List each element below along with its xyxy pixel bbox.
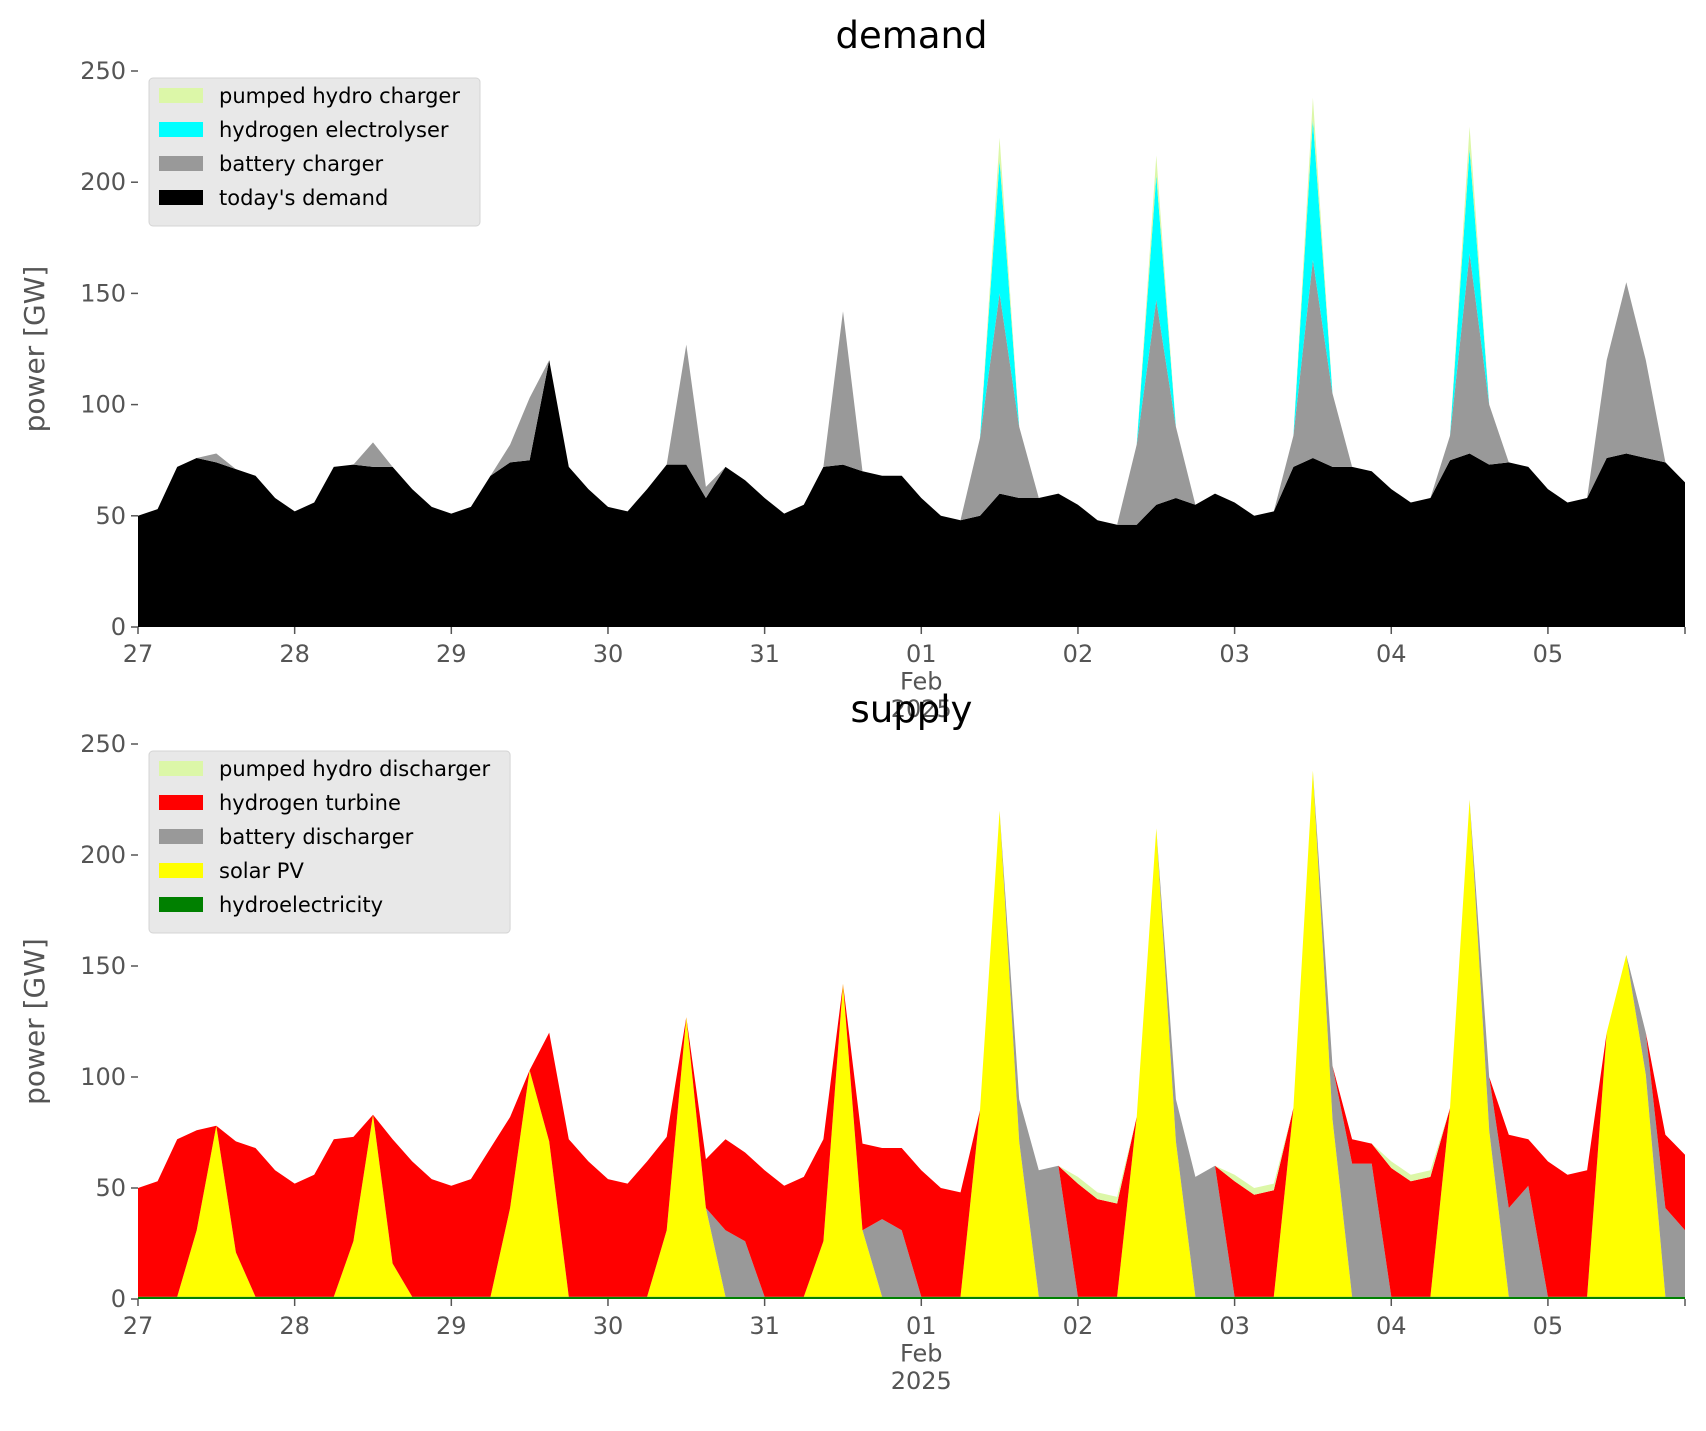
y-tick-label: 150 xyxy=(80,279,126,307)
chart-title: demand xyxy=(836,14,988,57)
legend: pumped hydro charger hydrogen electrolyse… xyxy=(148,77,481,227)
legend-label: solar PV xyxy=(219,859,304,883)
area xyxy=(138,770,1685,1297)
x-tick-label: 03 xyxy=(1219,640,1250,668)
y-tick-label: 100 xyxy=(80,391,126,419)
y-axis-label: power [GW] xyxy=(18,266,51,433)
y-tick-label: 100 xyxy=(80,1063,126,1091)
area xyxy=(138,770,1685,1297)
y-tick-label: 200 xyxy=(80,841,126,869)
legend-label: battery charger xyxy=(219,152,384,176)
legend-swatch xyxy=(159,190,203,205)
x-tick-label: 01 Feb 2025 xyxy=(891,1312,952,1395)
x-tick-label: 27 xyxy=(123,1312,154,1340)
y-tick-label: 250 xyxy=(80,57,126,85)
x-tick-label: 31 xyxy=(749,640,780,668)
x-tick-label: 04 xyxy=(1376,1312,1407,1340)
x-tick-label: 30 xyxy=(593,1312,624,1340)
legend: pumped hydro discharger hydrogen turbine b… xyxy=(148,750,511,934)
legend-box xyxy=(148,77,481,227)
y-tick-label: 150 xyxy=(80,952,126,980)
y-tick-label: 0 xyxy=(111,1285,126,1313)
x-tick-label: 29 xyxy=(436,1312,467,1340)
legend-label: today's demand xyxy=(219,186,388,210)
x-tick-label: 28 xyxy=(279,1312,310,1340)
legend-label: pumped hydro discharger xyxy=(219,757,490,781)
legend-swatch xyxy=(159,88,203,103)
legend-label: pumped hydro charger xyxy=(219,84,460,108)
x-tick-label: 30 xyxy=(593,640,624,668)
legend-label: hydrogen electrolyser xyxy=(219,118,449,142)
x-tick-label: 27 xyxy=(123,640,154,668)
area xyxy=(138,1296,1685,1299)
y-tick-label: 0 xyxy=(111,613,126,641)
area xyxy=(138,253,1685,525)
legend-swatch xyxy=(159,795,203,810)
legend-swatch xyxy=(159,829,203,844)
x-tick-label: 04 xyxy=(1376,640,1407,668)
area xyxy=(138,360,1685,627)
y-tick-label: 50 xyxy=(95,1174,126,1202)
legend-swatch xyxy=(159,761,203,776)
y-axis-label: power [GW] xyxy=(18,938,51,1105)
y-tick-label: 50 xyxy=(95,502,126,530)
legend-label: battery discharger xyxy=(219,825,414,849)
legend-swatch xyxy=(159,863,203,878)
x-tick-label: 28 xyxy=(279,640,310,668)
legend-label: hydrogen turbine xyxy=(219,791,401,815)
x-tick-label: 01 Feb 2025 xyxy=(891,640,952,723)
chart-title: supply xyxy=(851,688,973,731)
x-tick-label: 02 xyxy=(1063,1312,1094,1340)
legend-swatch xyxy=(159,122,203,137)
x-tick-label: 05 xyxy=(1533,1312,1564,1340)
legend-box xyxy=(148,750,511,934)
x-tick-label: 31 xyxy=(749,1312,780,1340)
legend-swatch xyxy=(159,897,203,912)
x-tick-label: 05 xyxy=(1533,640,1564,668)
y-tick-label: 200 xyxy=(80,168,126,196)
y-tick-label: 250 xyxy=(80,730,126,758)
legend-swatch xyxy=(159,156,203,171)
area xyxy=(138,770,1685,1297)
x-tick-label: 02 xyxy=(1063,640,1094,668)
legend-label: hydroelectricity xyxy=(219,893,383,917)
x-tick-label: 29 xyxy=(436,640,467,668)
x-tick-label: 03 xyxy=(1219,1312,1250,1340)
